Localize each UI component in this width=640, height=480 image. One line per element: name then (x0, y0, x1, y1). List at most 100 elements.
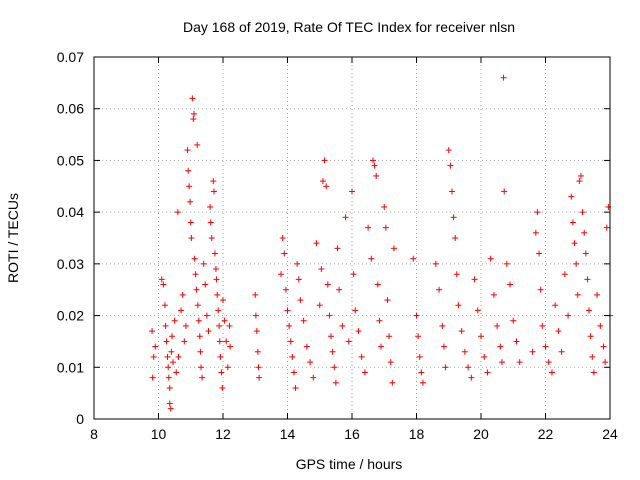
data-point (387, 359, 394, 366)
data-point (279, 235, 286, 241)
data-point (413, 312, 420, 319)
data-point (331, 364, 338, 371)
data-point (297, 297, 304, 304)
data-point (152, 343, 159, 350)
data-point (216, 338, 223, 345)
data-point (326, 312, 333, 319)
data-point (182, 322, 189, 329)
x-axis-label: GPS time / hours (296, 456, 403, 472)
data-point (448, 188, 455, 195)
data-point (213, 276, 220, 283)
data-point (336, 286, 343, 293)
data-point (565, 312, 572, 319)
data-point (419, 379, 426, 386)
data-point (217, 353, 224, 360)
data-point (373, 172, 380, 179)
data-point (455, 302, 462, 309)
data-point (290, 369, 297, 376)
data-point (205, 328, 212, 335)
data-point (281, 250, 288, 257)
data-point (579, 209, 586, 216)
data-point (328, 333, 335, 340)
data-point (586, 307, 593, 314)
x-tick-label: 22 (538, 426, 554, 442)
y-tick-label: 0.06 (57, 101, 84, 117)
data-point (594, 291, 601, 298)
data-point (334, 245, 341, 252)
data-point (584, 276, 591, 283)
data-point (415, 333, 422, 340)
data-point (352, 307, 359, 314)
data-point (532, 229, 539, 236)
data-point (255, 364, 262, 371)
data-point (552, 302, 559, 309)
data-point (252, 291, 259, 298)
data-point (295, 276, 302, 283)
data-point (484, 369, 491, 376)
data-point (382, 224, 389, 231)
data-point (226, 322, 233, 329)
data-point (358, 353, 365, 360)
data-point (329, 348, 336, 355)
data-point (194, 302, 201, 309)
data-point (507, 281, 514, 288)
data-point (286, 322, 293, 329)
data-point (164, 353, 171, 360)
y-tick-label: 0 (76, 411, 84, 427)
data-points (149, 74, 613, 412)
data-point (577, 172, 584, 179)
data-point (191, 255, 198, 262)
data-point (167, 405, 174, 412)
data-point (178, 307, 185, 314)
data-point (369, 157, 376, 164)
data-point (253, 328, 260, 335)
data-point (581, 229, 588, 236)
data-point (216, 322, 223, 329)
data-point (574, 291, 581, 298)
data-point (368, 255, 375, 262)
data-point (389, 379, 396, 386)
data-point (282, 286, 289, 293)
data-point (162, 322, 169, 329)
data-point (440, 343, 447, 350)
data-point (189, 95, 196, 102)
data-point (582, 250, 589, 257)
data-point (196, 333, 203, 340)
data-point (170, 359, 177, 366)
data-point (418, 369, 425, 376)
data-point (381, 203, 388, 210)
data-point (600, 343, 607, 350)
data-point (345, 338, 352, 345)
data-point (602, 359, 609, 366)
y-tick-labels: 0 0.01 0.02 0.03 0.04 0.05 0.06 0.07 (57, 49, 84, 427)
y-axis-label: ROTI / TECUs (5, 193, 21, 283)
data-point (537, 286, 544, 293)
data-point (536, 250, 543, 257)
data-point (160, 281, 167, 288)
data-point (323, 183, 330, 190)
data-point (194, 141, 201, 148)
data-point (439, 322, 446, 329)
data-point (371, 162, 378, 169)
x-tick-label: 8 (90, 426, 98, 442)
data-point (539, 322, 546, 329)
data-point (294, 260, 301, 267)
data-point (436, 286, 443, 293)
x-tick-label: 20 (473, 426, 489, 442)
data-point (474, 307, 481, 314)
y-tick-label: 0.03 (57, 256, 84, 272)
data-point (516, 359, 523, 366)
data-point (256, 374, 263, 381)
data-point (587, 333, 594, 340)
data-point (355, 328, 362, 335)
data-point (210, 188, 217, 195)
data-point (207, 203, 214, 210)
data-point (378, 343, 385, 350)
x-tick-label: 10 (151, 426, 167, 442)
data-point (361, 369, 368, 376)
data-point (555, 328, 562, 335)
axis-ticks (93, 56, 611, 420)
data-point (447, 162, 454, 169)
data-point (498, 359, 505, 366)
data-point (386, 333, 393, 340)
